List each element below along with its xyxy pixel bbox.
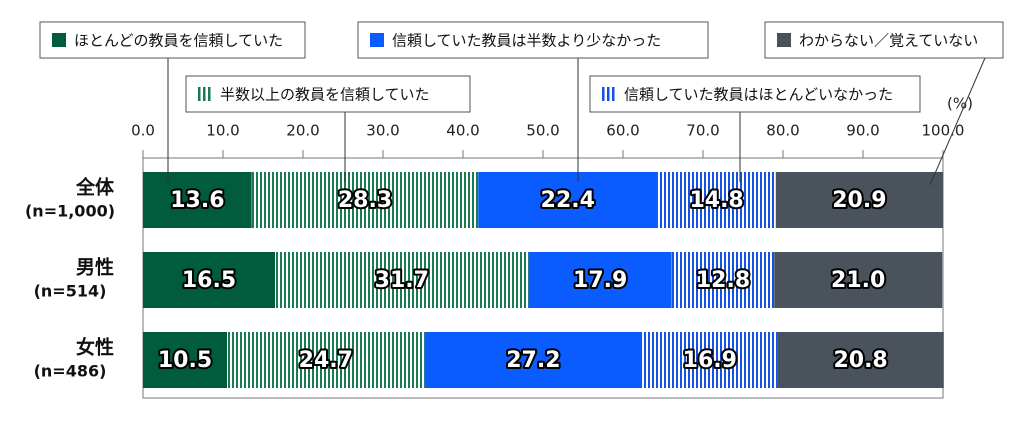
category-label: 全体 [75, 176, 115, 199]
bar-segment [275, 252, 529, 308]
bar-segment [424, 332, 643, 388]
category-note: (n=514) [34, 282, 107, 301]
value-label: 10.5 [158, 348, 212, 373]
x-tick-label: 40.0 [446, 122, 479, 140]
value-label: 28.3 [338, 188, 392, 213]
x-tick-label: 90.0 [846, 122, 879, 140]
legend-box [185, 75, 471, 113]
legend-label: 信頼していた教員はほとんどいなかった [624, 86, 893, 104]
value-label: 16.9 [683, 348, 737, 373]
legend-label: わからない／覚えていない [799, 32, 978, 50]
legend-swatch [607, 87, 610, 101]
legend-label: ほとんどの教員を信頼していた [74, 32, 283, 50]
bar-segment [777, 332, 944, 388]
value-label: 17.9 [573, 268, 627, 293]
legend-swatch [602, 87, 605, 101]
x-tick-label: 100.0 [922, 122, 965, 140]
legend-box [39, 21, 306, 59]
x-tick-label: 70.0 [686, 122, 719, 140]
legend-swatch [370, 33, 384, 47]
x-tick-label: 60.0 [606, 122, 639, 140]
legend-box [764, 21, 1004, 59]
x-tick-label: 20.0 [286, 122, 319, 140]
value-label: 24.7 [299, 348, 353, 373]
legend-swatch [777, 33, 791, 47]
category-note: (n=486) [34, 362, 107, 381]
legend-box [589, 75, 921, 113]
category-label: 女性 [76, 336, 114, 359]
value-label: 20.9 [832, 188, 886, 213]
value-label: 21.0 [831, 268, 885, 293]
value-label: 13.6 [170, 188, 224, 213]
category-note: (n=1,000) [25, 202, 115, 221]
bar-segment [775, 172, 943, 228]
bar-segment [528, 252, 672, 308]
unit-label: (%) [947, 95, 973, 113]
x-tick-label: 80.0 [766, 122, 799, 140]
bar-segment [143, 332, 227, 388]
value-label: 12.8 [696, 268, 750, 293]
bar-segment [143, 252, 275, 308]
x-tick-label: 50.0 [526, 122, 559, 140]
legend-swatch [203, 87, 206, 101]
category-label: 男性 [76, 256, 114, 279]
bar-segment [251, 172, 479, 228]
legend-leader [929, 57, 986, 186]
legend-label: 信頼していた教員は半数より少なかった [392, 32, 661, 50]
bar-segment [671, 252, 775, 308]
value-label: 22.4 [541, 188, 595, 213]
legend-box [357, 21, 709, 59]
legend-swatch [198, 87, 201, 101]
legend-label: 半数以上の教員を信頼していた [220, 86, 430, 104]
x-tick-label: 30.0 [366, 122, 399, 140]
bar-segment [657, 172, 776, 228]
x-tick-label: 10.0 [206, 122, 239, 140]
legend-swatch [612, 87, 615, 101]
bar-segment [227, 332, 425, 388]
value-label: 16.5 [182, 268, 236, 293]
bar-segment [478, 172, 658, 228]
value-label: 14.8 [689, 188, 743, 213]
legend-swatch [52, 33, 66, 47]
bar-segment [143, 172, 252, 228]
value-label: 31.7 [375, 268, 429, 293]
bar-segment [642, 332, 778, 388]
value-label: 27.2 [506, 348, 560, 373]
bar-segment [774, 252, 943, 308]
value-label: 20.8 [833, 348, 887, 373]
legend-swatch [208, 87, 211, 101]
x-tick-label: 0.0 [131, 122, 155, 140]
